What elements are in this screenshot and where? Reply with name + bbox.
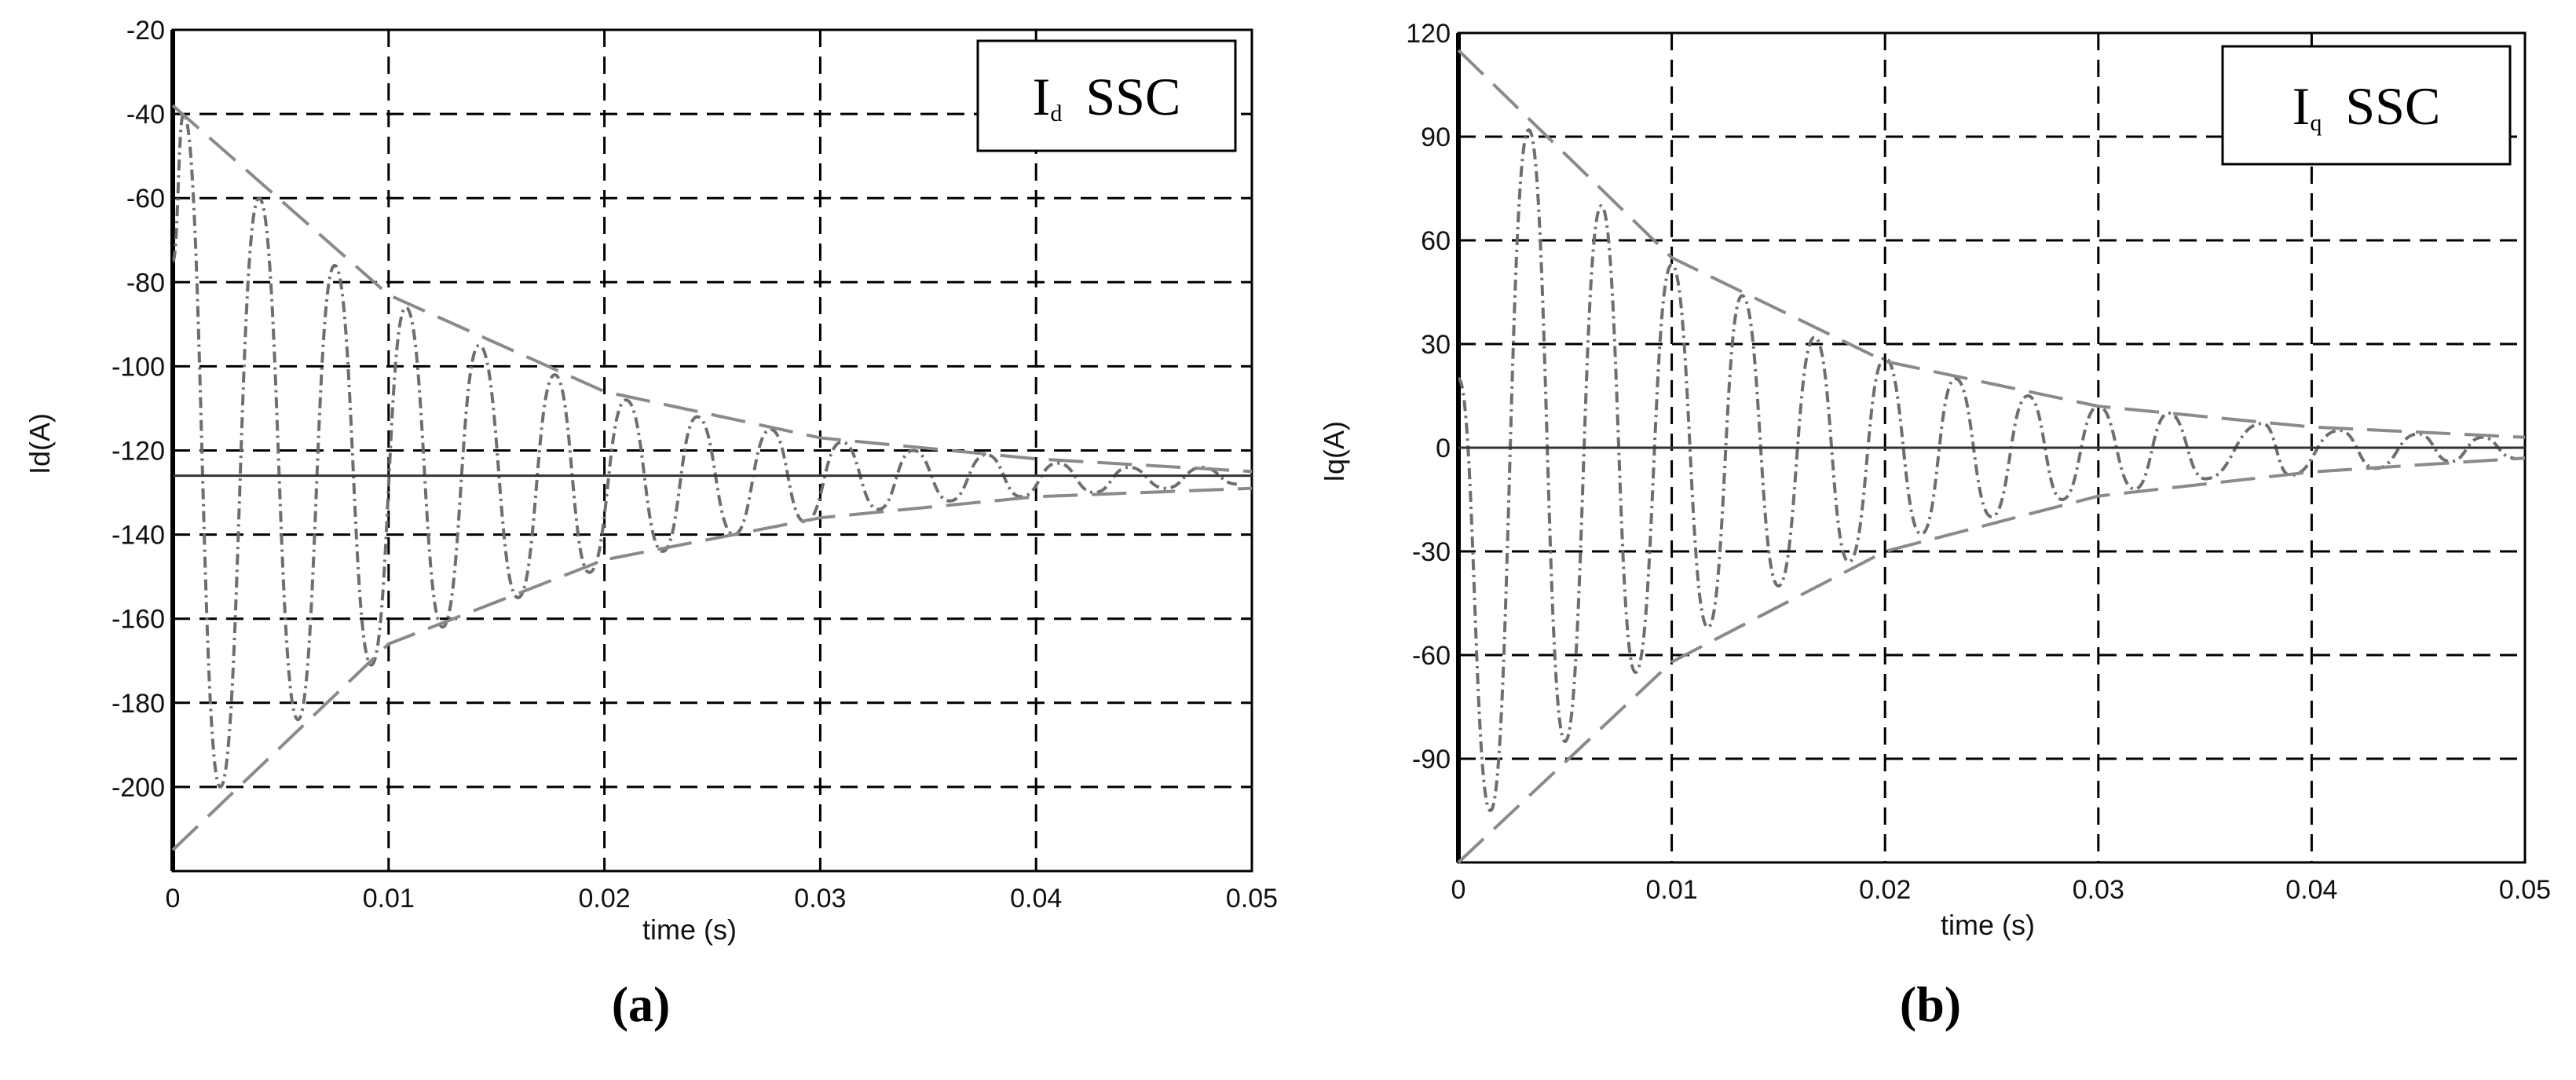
y-tick-label: -200 xyxy=(112,773,165,803)
y-tick-label: 90 xyxy=(1421,123,1451,152)
y-tick-label: -160 xyxy=(112,605,165,635)
y-tick-label: -90 xyxy=(1412,745,1451,774)
y-tick-label: -60 xyxy=(1412,641,1451,671)
x-tick-label: 0.04 xyxy=(2285,875,2337,905)
y-tick-label: -180 xyxy=(112,689,165,719)
data-line xyxy=(1457,456,2526,864)
y-tick-label: -120 xyxy=(112,437,165,467)
x-tick-label: 0.02 xyxy=(1859,875,1911,905)
x-tick-label: 0 xyxy=(1451,875,1466,905)
x-tick-label: 0.02 xyxy=(579,884,631,913)
x-tick-label: 0.03 xyxy=(2073,875,2124,905)
x-tick-label: 0.05 xyxy=(2499,875,2551,905)
y-tick-label: 120 xyxy=(1406,19,1451,49)
y-tick-label: -80 xyxy=(126,268,165,298)
x-tick-label: 0.01 xyxy=(363,884,415,913)
annotation-text: I xyxy=(2292,76,2311,136)
annotation-subscript: d xyxy=(1050,101,1062,126)
y-axis-label: Iq(A) xyxy=(1318,421,1350,482)
data-line xyxy=(1457,128,2515,813)
y-tick-label: -30 xyxy=(1412,537,1451,567)
data-line xyxy=(171,104,1253,474)
x-tick-label: 0.04 xyxy=(1010,884,1062,913)
y-axis-label: Id(A) xyxy=(24,413,56,474)
data-line xyxy=(171,112,1237,789)
x-tick-label: 0.01 xyxy=(1646,875,1698,905)
y-tick-label: -140 xyxy=(112,521,165,551)
annotation: Iq SSC xyxy=(2292,76,2441,136)
x-tick-label: 0 xyxy=(166,884,181,913)
annotation: Id SSC xyxy=(1033,67,1181,126)
x-axis-label: time (s) xyxy=(1941,909,2035,941)
x-tick-label: 0.05 xyxy=(1226,884,1278,913)
annotation-subscript: q xyxy=(2310,110,2322,136)
y-tick-label: -60 xyxy=(126,184,165,214)
caption: (b) xyxy=(1900,976,1961,1032)
y-tick-label: -100 xyxy=(112,352,165,382)
y-tick-label: -20 xyxy=(126,16,165,46)
annotation-suffix: SSC xyxy=(2345,76,2440,136)
x-axis-label: time (s) xyxy=(642,913,737,946)
y-tick-label: 0 xyxy=(1436,434,1451,463)
data-line xyxy=(1457,49,2526,439)
annotation-suffix: SSC xyxy=(1085,67,1180,126)
chart-panel: -20 -40 -60 -80 -100 -120 -140 -160 -180 -200 0 0.0… xyxy=(24,16,1278,1032)
chart-panel: 120 90 60 30 0 -30 -60 -90 0 0.01 0.02 0.03 0.04 0.05… xyxy=(1318,19,2551,1032)
y-tick-label: 60 xyxy=(1421,226,1451,256)
y-tick-label: -40 xyxy=(126,100,165,130)
x-tick-label: 0.03 xyxy=(794,884,846,913)
annotation-text: I xyxy=(1033,67,1051,126)
y-tick-label: 30 xyxy=(1421,330,1451,360)
data-line xyxy=(171,486,1253,851)
caption: (a) xyxy=(612,976,671,1032)
annotation-box xyxy=(976,39,1237,152)
annotation-box xyxy=(2221,45,2512,166)
